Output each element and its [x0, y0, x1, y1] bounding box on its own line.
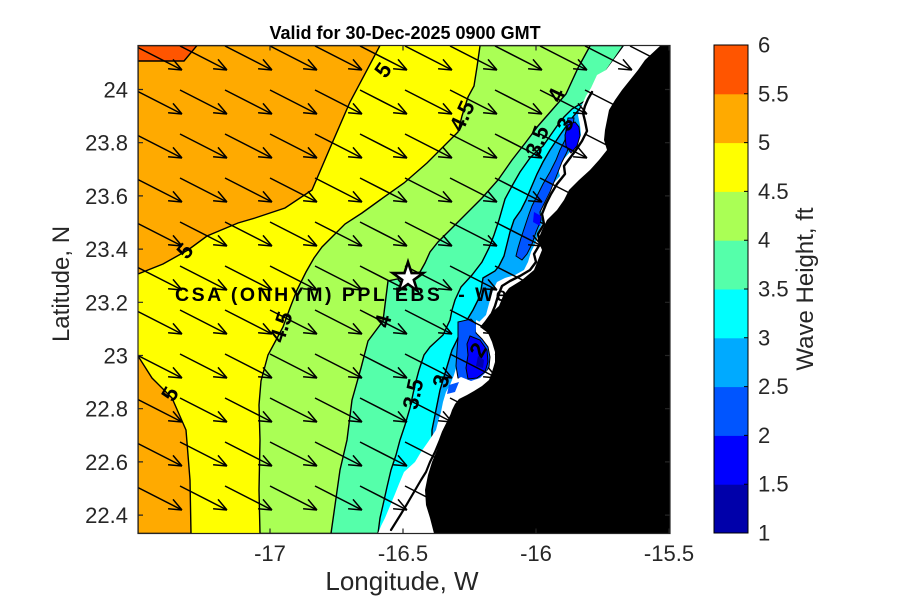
svg-text:5.5: 5.5	[758, 81, 789, 106]
svg-text:24: 24	[104, 78, 128, 103]
svg-text:3.5: 3.5	[398, 376, 429, 411]
svg-text:22.8: 22.8	[85, 397, 128, 422]
svg-text:Wave Height, ft: Wave Height, ft	[792, 207, 819, 371]
svg-text:-15.5: -15.5	[644, 541, 694, 566]
svg-text:2: 2	[758, 423, 770, 448]
svg-text:23: 23	[104, 344, 128, 369]
svg-text:1: 1	[758, 521, 770, 546]
svg-text:22.4: 22.4	[85, 503, 128, 528]
svg-text:23.4: 23.4	[85, 237, 128, 262]
svg-text:-16: -16	[520, 541, 552, 566]
svg-text:23.6: 23.6	[85, 184, 128, 209]
svg-text:22.6: 22.6	[85, 450, 128, 475]
svg-text:23.8: 23.8	[85, 131, 128, 156]
svg-text:Longitude, W: Longitude, W	[325, 566, 479, 596]
svg-text:Valid for 30-Dec-2025 0900 GMT: Valid for 30-Dec-2025 0900 GMT	[269, 23, 540, 43]
svg-text:5: 5	[758, 130, 770, 155]
svg-text:2.5: 2.5	[758, 374, 789, 399]
svg-text:CSA (ONHYM) PPL EBS - West: CSA (ONHYM) PPL EBS - West	[175, 284, 531, 306]
svg-text:4: 4	[758, 228, 770, 253]
svg-text:6: 6	[758, 33, 770, 58]
svg-text:-17: -17	[254, 541, 286, 566]
svg-text:3: 3	[758, 325, 770, 350]
svg-text:-16.5: -16.5	[378, 541, 428, 566]
svg-text:4.5: 4.5	[758, 179, 789, 204]
svg-text:Latitude, N: Latitude, N	[48, 226, 75, 342]
svg-text:1.5: 1.5	[758, 472, 789, 497]
svg-text:3.5: 3.5	[758, 277, 789, 302]
svg-text:23.2: 23.2	[85, 290, 128, 315]
